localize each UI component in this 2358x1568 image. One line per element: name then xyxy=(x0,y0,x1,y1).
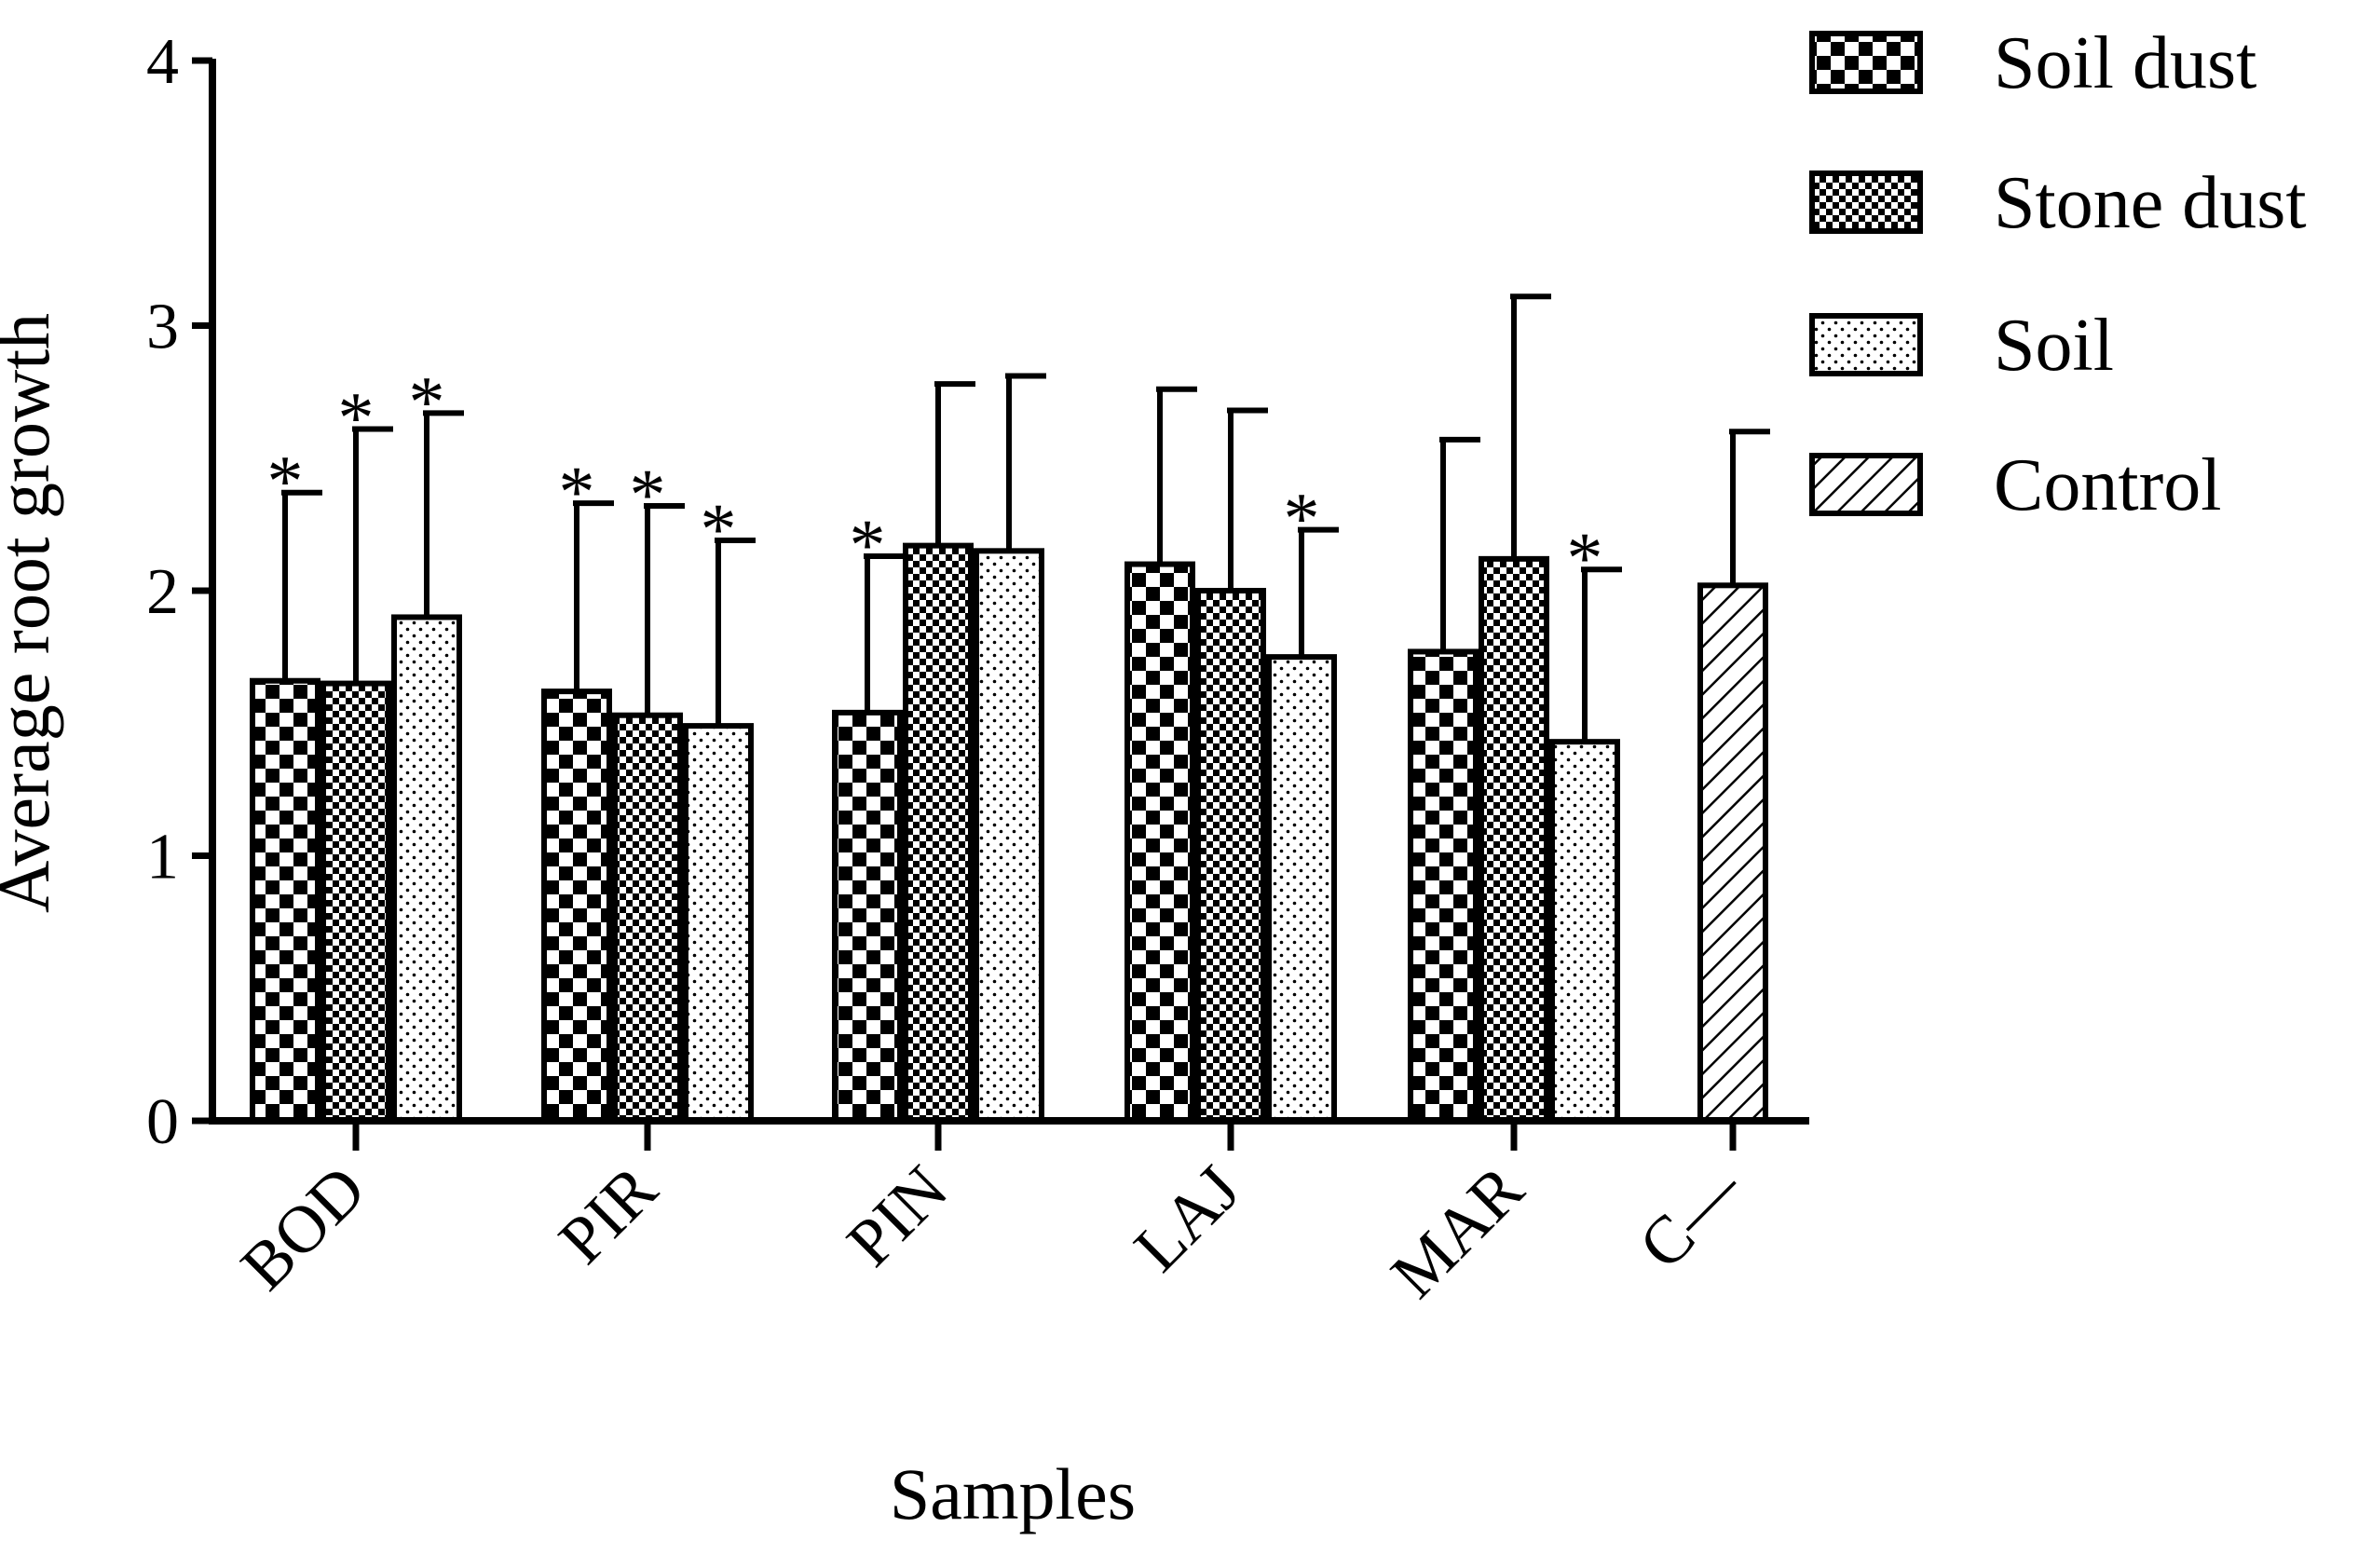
bar-soil-dust-pin xyxy=(832,709,903,1124)
y-tick-label: 4 xyxy=(146,26,179,98)
bar-stone-dust-bod xyxy=(320,680,391,1124)
legend-swatch-soil-dust xyxy=(1809,31,1923,94)
x-tick-label-mar: MAR xyxy=(1377,1152,1538,1313)
x-tick-label-pin: PIN xyxy=(833,1152,962,1281)
y-tick-label: 2 xyxy=(146,556,179,628)
bar-soil-dust-bod xyxy=(250,677,320,1124)
y-tick-label: 3 xyxy=(146,292,179,363)
significance-marker: * xyxy=(338,376,375,457)
bar-stone-dust-pir xyxy=(612,712,683,1125)
bar-soil-laj xyxy=(1266,654,1337,1124)
bar-stone-dust-pin xyxy=(903,542,974,1124)
bar-control-c xyxy=(1697,582,1768,1124)
x-axis-title: Samples xyxy=(890,1453,1136,1534)
significance-marker: * xyxy=(630,454,666,535)
x-tick-label-c: C— xyxy=(1625,1151,1757,1283)
y-tick-label: 0 xyxy=(146,1086,179,1158)
bar-soil-pir xyxy=(683,723,754,1124)
legend-label-soil: Soil xyxy=(1994,305,2114,387)
legend: Soil dust Stone dust Soil Control xyxy=(1809,22,2307,526)
x-tick-label-bod: BOD xyxy=(226,1152,379,1304)
significance-marker: * xyxy=(850,504,886,585)
x-tick-label-laj: LAJ xyxy=(1120,1152,1254,1286)
legend-swatch-stone-dust xyxy=(1809,170,1923,234)
bar-stone-dust-laj xyxy=(1195,588,1266,1124)
bar-soil-mar xyxy=(1549,739,1620,1124)
legend-label-soil-dust: Soil dust xyxy=(1994,22,2256,104)
legend-label-stone-dust: Stone dust xyxy=(1994,162,2307,244)
significance-marker: * xyxy=(1567,517,1603,598)
bar-soil-bod xyxy=(391,614,462,1124)
legend-label-control: Control xyxy=(1994,444,2221,526)
bar-soil-dust-pir xyxy=(541,689,612,1124)
y-tick-label: 1 xyxy=(146,822,179,893)
y-axis-title: Average root growth xyxy=(0,313,64,913)
significance-marker: * xyxy=(701,488,737,569)
significance-marker: * xyxy=(267,441,304,522)
bar-stone-dust-mar xyxy=(1479,555,1549,1124)
bar-soil-dust-mar xyxy=(1408,648,1479,1124)
legend-swatch-soil xyxy=(1809,313,1923,376)
x-tick-label-pir: PIR xyxy=(545,1152,672,1278)
legend-swatch-control xyxy=(1809,453,1923,516)
bar-soil-dust-laj xyxy=(1124,561,1195,1124)
bar-soil-pin xyxy=(974,548,1044,1124)
significance-marker: * xyxy=(1284,478,1320,559)
significance-marker: * xyxy=(409,361,445,442)
significance-marker: * xyxy=(559,451,595,532)
